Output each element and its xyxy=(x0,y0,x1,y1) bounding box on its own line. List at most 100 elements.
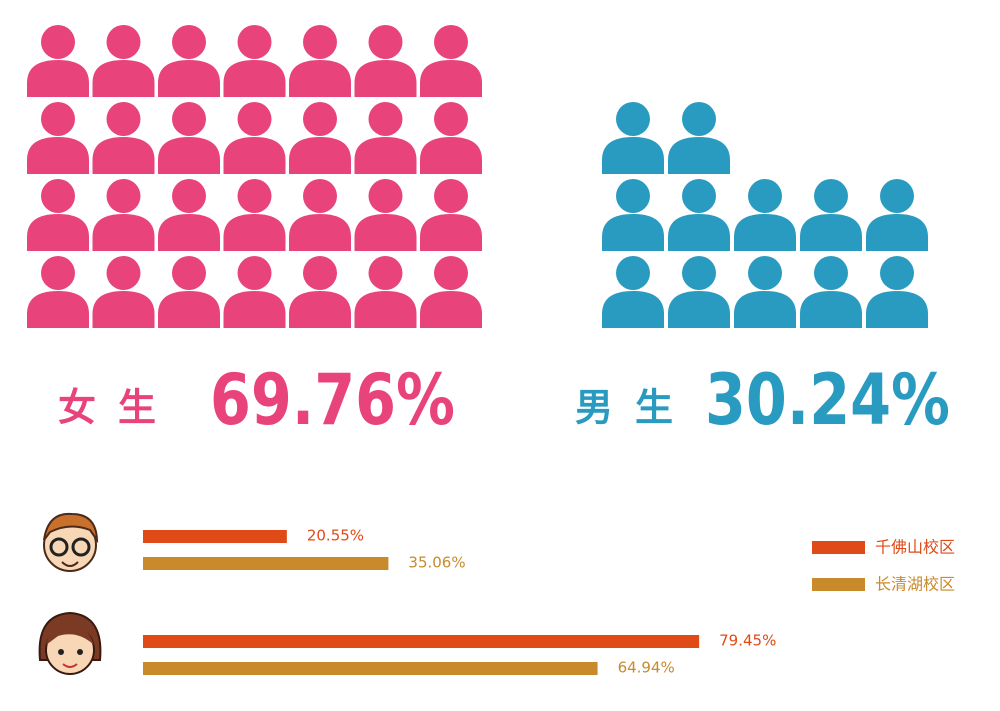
person-icon xyxy=(602,102,664,174)
person-body xyxy=(420,291,482,328)
person-body xyxy=(27,137,89,174)
person-body xyxy=(602,291,664,328)
person-body xyxy=(866,291,928,328)
person-icon xyxy=(734,256,796,328)
bar xyxy=(143,662,598,675)
person-body xyxy=(92,214,155,251)
person-icon xyxy=(27,256,89,328)
person-icon xyxy=(800,256,862,328)
person-icon xyxy=(92,179,155,251)
person-body xyxy=(27,60,89,97)
person-head xyxy=(368,25,403,59)
person-body xyxy=(158,214,220,251)
person-head xyxy=(106,25,141,59)
person-icon xyxy=(668,256,730,328)
value-label: 30.24% xyxy=(705,359,950,441)
person-icon xyxy=(420,25,482,97)
person-head xyxy=(880,256,914,290)
person-body xyxy=(289,291,351,328)
person-body xyxy=(92,291,155,328)
legend-label: 千佛山校区 xyxy=(875,538,955,557)
legend-label: 长清湖校区 xyxy=(875,575,955,594)
person-icon xyxy=(27,179,89,251)
person-body xyxy=(223,60,286,97)
person-head xyxy=(814,179,848,213)
person-icon xyxy=(223,25,286,97)
person-icon xyxy=(354,25,417,97)
person-icon xyxy=(866,256,928,328)
person-head xyxy=(41,179,75,213)
person-body xyxy=(354,291,417,328)
person-head xyxy=(237,179,272,213)
person-icon xyxy=(223,179,286,251)
person-body xyxy=(27,214,89,251)
bar xyxy=(143,635,700,648)
person-head xyxy=(172,256,206,290)
person-icon xyxy=(92,102,155,174)
person-icon xyxy=(420,102,482,174)
person-head xyxy=(434,179,468,213)
person-head xyxy=(616,102,650,136)
person-head xyxy=(368,102,403,136)
person-body xyxy=(668,137,730,174)
person-body xyxy=(158,291,220,328)
person-icon xyxy=(354,179,417,251)
person-head xyxy=(616,256,650,290)
person-body xyxy=(354,60,417,97)
person-head xyxy=(106,256,141,290)
bar-value-label: 64.94% xyxy=(618,659,675,677)
person-head xyxy=(303,179,337,213)
person-icon xyxy=(734,179,796,251)
person-body xyxy=(27,291,89,328)
person-icon xyxy=(289,25,351,97)
person-icon xyxy=(800,179,862,251)
person-body xyxy=(223,291,286,328)
person-head xyxy=(237,102,272,136)
person-icon xyxy=(354,102,417,174)
person-icon xyxy=(602,179,664,251)
person-body xyxy=(289,214,351,251)
person-icon xyxy=(668,179,730,251)
person-icon xyxy=(289,256,351,328)
person-icon xyxy=(420,179,482,251)
person-icon xyxy=(158,25,220,97)
person-icon xyxy=(289,179,351,251)
person-head xyxy=(368,179,403,213)
person-head xyxy=(106,102,141,136)
person-body xyxy=(92,137,155,174)
person-head xyxy=(172,25,206,59)
person-head xyxy=(368,256,403,290)
person-head xyxy=(682,256,716,290)
person-body xyxy=(158,137,220,174)
person-icon xyxy=(420,256,482,328)
person-head xyxy=(106,179,141,213)
person-body xyxy=(734,291,796,328)
person-head xyxy=(748,179,782,213)
person-icon xyxy=(27,102,89,174)
person-head xyxy=(172,179,206,213)
person-body xyxy=(289,137,351,174)
person-icon xyxy=(223,256,286,328)
category-label: 女生 xyxy=(58,386,178,430)
person-head xyxy=(434,25,468,59)
person-icon xyxy=(866,179,928,251)
person-head xyxy=(616,179,650,213)
bar xyxy=(143,530,287,543)
person-head xyxy=(41,102,75,136)
person-head xyxy=(434,102,468,136)
person-head xyxy=(41,256,75,290)
person-body xyxy=(354,214,417,251)
bar-value-label: 79.45% xyxy=(719,632,776,650)
person-icon xyxy=(668,102,730,174)
person-body xyxy=(668,291,730,328)
person-body xyxy=(223,214,286,251)
person-body xyxy=(223,137,286,174)
person-body xyxy=(866,214,928,251)
person-head xyxy=(434,256,468,290)
person-head xyxy=(237,25,272,59)
person-icon xyxy=(223,102,286,174)
person-body xyxy=(92,60,155,97)
person-body xyxy=(602,137,664,174)
person-icon xyxy=(158,179,220,251)
